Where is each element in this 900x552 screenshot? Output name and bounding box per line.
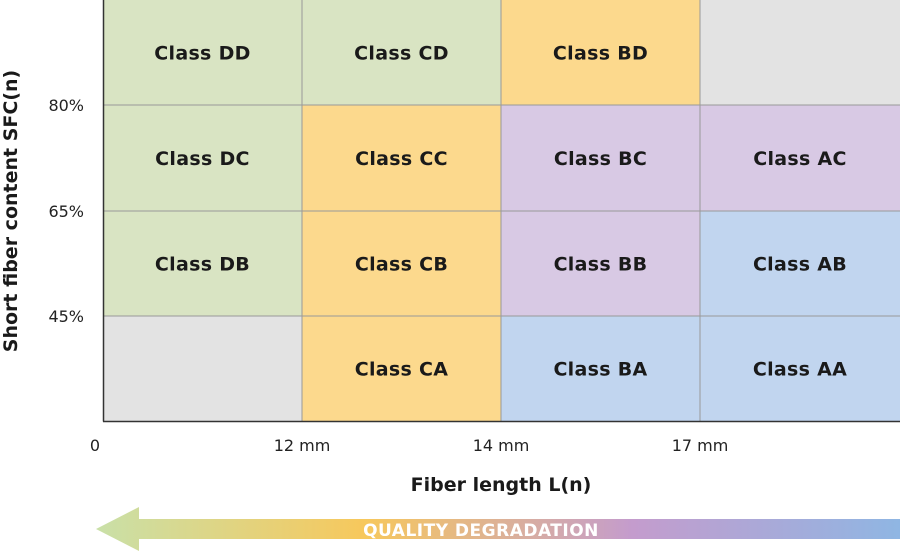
x-axis-title: Fiber length L(n) [411,474,592,496]
class-cell-label: Class DC [155,148,250,170]
class-cell [501,105,700,211]
class-cell-label: Class DB [155,254,250,276]
class-cell [700,316,900,421]
class-cell-label: Class DD [154,43,250,65]
class-cell [700,211,900,316]
class-cell [103,105,302,211]
y-tick-label: 80% [48,96,84,115]
x-tick-label: 12 mm [274,436,331,455]
class-cell [103,316,302,421]
quality-arrow-shape [96,507,900,551]
class-cell [700,0,900,105]
class-cell [302,105,501,211]
class-cell-label: Class AB [753,254,847,276]
class-cell-label: Class CA [355,359,449,381]
y-tick-label: 65% [48,202,84,221]
class-cells: Class CA Class BA Class AA Class DB Class CB… [103,0,900,421]
grid-lines [103,0,900,421]
class-cell-label: Class CB [355,254,448,276]
x-tick-label: 17 mm [672,436,729,455]
y-axis-title: Short fiber content SFC(n) [0,70,22,352]
class-cell [302,316,501,421]
class-cell [501,211,700,316]
class-cell [700,105,900,211]
class-cell-label: Class AC [753,148,847,170]
quality-arrow-label: QUALITY DEGRADATION [363,521,599,541]
quality-degradation-arrow: QUALITY DEGRADATION [96,507,900,551]
class-cell [302,211,501,316]
y-tick-label: 45% [48,307,84,326]
axes [102,0,900,423]
tick-labels: 0 12 mm 14 mm 17 mm 45% 65% 80% [48,96,728,455]
class-cell [501,0,700,105]
class-cell-label: Class CD [354,43,449,65]
class-cell-label: Class BD [553,43,648,65]
class-cell-label: Class CC [355,148,448,170]
class-cell-label: Class BA [553,359,647,381]
class-cell [103,211,302,316]
class-cell-label: Class BB [554,254,648,276]
x-tick-label: 0 [90,436,100,455]
x-tick-label: 14 mm [473,436,530,455]
class-cell-label: Class AA [753,359,847,381]
class-cell [501,316,700,421]
class-cell [103,0,302,105]
class-cell [302,0,501,105]
class-cell-label: Class BC [554,148,647,170]
